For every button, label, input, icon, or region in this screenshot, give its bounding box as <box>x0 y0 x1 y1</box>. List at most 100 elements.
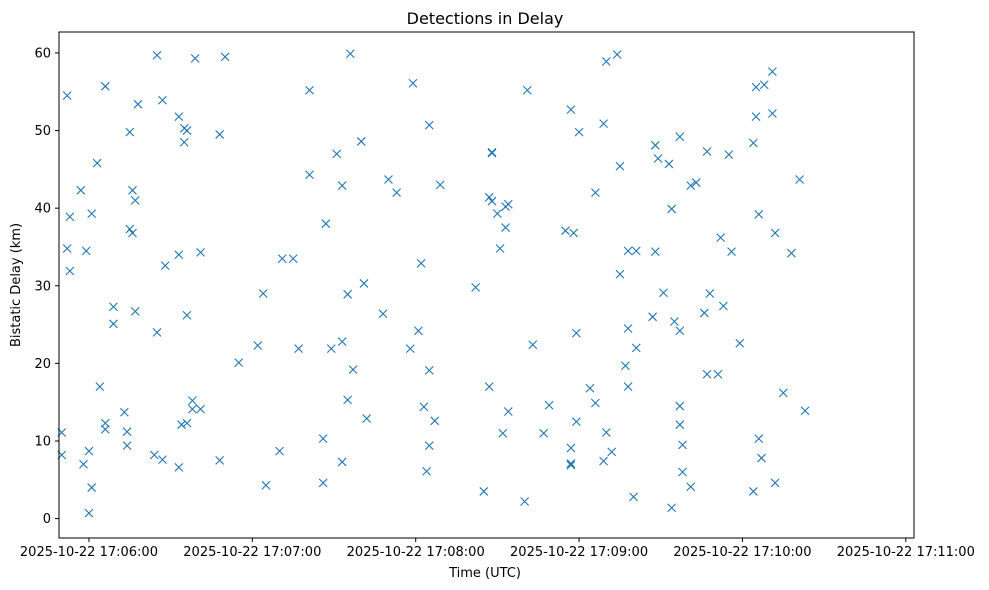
data-point-marker <box>748 138 758 148</box>
data-point-marker <box>778 388 788 398</box>
data-point-marker <box>759 80 769 90</box>
data-point-marker <box>787 248 796 258</box>
y-axis-ticks: 0 10 20 30 40 50 60 <box>34 46 59 527</box>
data-point-marker <box>109 302 118 312</box>
y-tick-label: 30 <box>34 279 51 294</box>
data-point-marker <box>158 455 167 465</box>
data-point-marker <box>79 459 88 469</box>
data-point-marker <box>770 228 780 238</box>
data-point-marker <box>65 266 75 276</box>
data-point-marker <box>128 185 137 195</box>
data-point-marker <box>669 317 679 326</box>
data-point-marker <box>130 196 140 205</box>
data-point-marker <box>754 209 764 219</box>
data-point-marker <box>724 150 734 160</box>
x-axis-title: Time (UTC) <box>448 566 521 581</box>
data-point-marker <box>735 338 745 348</box>
data-point-marker <box>419 402 429 412</box>
data-point-marker <box>599 456 608 466</box>
data-point-marker <box>177 420 186 430</box>
data-point-marker <box>569 228 579 238</box>
data-markers <box>57 49 810 518</box>
data-point-marker <box>182 418 192 428</box>
data-point-marker <box>574 127 584 137</box>
data-point-marker <box>716 233 726 243</box>
data-point-marker <box>87 483 97 492</box>
data-point-marker <box>650 247 660 257</box>
data-point-marker <box>607 447 617 457</box>
data-point-marker <box>702 369 712 379</box>
data-point-marker <box>321 219 331 229</box>
data-point-marker <box>174 462 184 472</box>
data-point-marker <box>179 137 189 147</box>
y-tick-label: 10 <box>34 434 51 449</box>
data-point-marker <box>332 149 342 159</box>
data-point-marker <box>109 319 118 329</box>
data-point-marker <box>675 326 685 336</box>
data-point-marker <box>416 258 426 268</box>
data-point-marker <box>125 224 135 234</box>
data-point-marker <box>487 196 497 206</box>
y-tick-label: 40 <box>34 202 51 217</box>
data-point-marker <box>705 289 715 298</box>
data-point-marker <box>337 337 347 347</box>
data-point-marker <box>612 50 622 59</box>
data-point-marker <box>623 382 633 392</box>
data-point-marker <box>345 49 355 59</box>
data-point-marker <box>770 478 780 488</box>
y-tick-label: 50 <box>34 124 51 139</box>
data-point-marker <box>623 246 633 256</box>
data-point-marker <box>591 188 600 198</box>
data-point-marker <box>414 326 423 336</box>
data-point-marker <box>631 246 641 256</box>
data-point-marker <box>675 420 685 430</box>
data-point-marker <box>493 209 502 218</box>
data-point-marker <box>667 503 677 513</box>
data-point-marker <box>629 492 638 502</box>
data-point-marker <box>84 508 94 518</box>
data-point-marker <box>305 85 314 95</box>
data-point-marker <box>277 254 287 264</box>
data-point-marker <box>152 327 162 337</box>
data-point-marker <box>471 282 480 292</box>
data-point-marker <box>691 178 701 187</box>
data-point-marker <box>566 443 576 453</box>
data-point-marker <box>539 428 549 438</box>
data-point-marker <box>318 434 328 444</box>
data-point-marker <box>571 328 581 338</box>
data-point-marker <box>659 288 668 298</box>
y-tick-label: 0 <box>43 512 51 527</box>
data-point-marker <box>174 112 184 121</box>
data-point-marker <box>503 199 513 209</box>
data-point-marker <box>615 269 625 279</box>
data-point-marker <box>495 244 505 253</box>
data-point-marker <box>501 223 510 232</box>
data-point-marker <box>484 192 494 202</box>
data-point-marker <box>392 188 402 198</box>
data-point-marker <box>566 460 576 470</box>
data-point-marker <box>158 95 167 105</box>
data-point-marker <box>667 204 677 214</box>
data-point-marker <box>498 428 508 438</box>
data-point-marker <box>318 478 328 488</box>
data-point-marker <box>326 344 336 354</box>
data-point-marker <box>424 120 434 130</box>
data-point-marker <box>435 180 445 190</box>
data-point-marker <box>182 126 192 135</box>
data-point-marker <box>337 457 347 467</box>
data-point-marker <box>348 365 358 374</box>
data-point-marker <box>615 161 625 171</box>
data-point-marker <box>571 417 581 426</box>
data-point-marker <box>100 81 110 91</box>
data-point-marker <box>675 401 685 411</box>
data-point-marker <box>686 482 696 492</box>
data-point-marker <box>484 382 494 392</box>
data-point-marker <box>130 306 140 316</box>
data-point-marker <box>220 52 230 62</box>
data-point-marker <box>337 181 347 191</box>
data-point-marker <box>648 312 657 322</box>
data-point-marker <box>503 407 513 416</box>
data-point-marker <box>215 130 225 139</box>
